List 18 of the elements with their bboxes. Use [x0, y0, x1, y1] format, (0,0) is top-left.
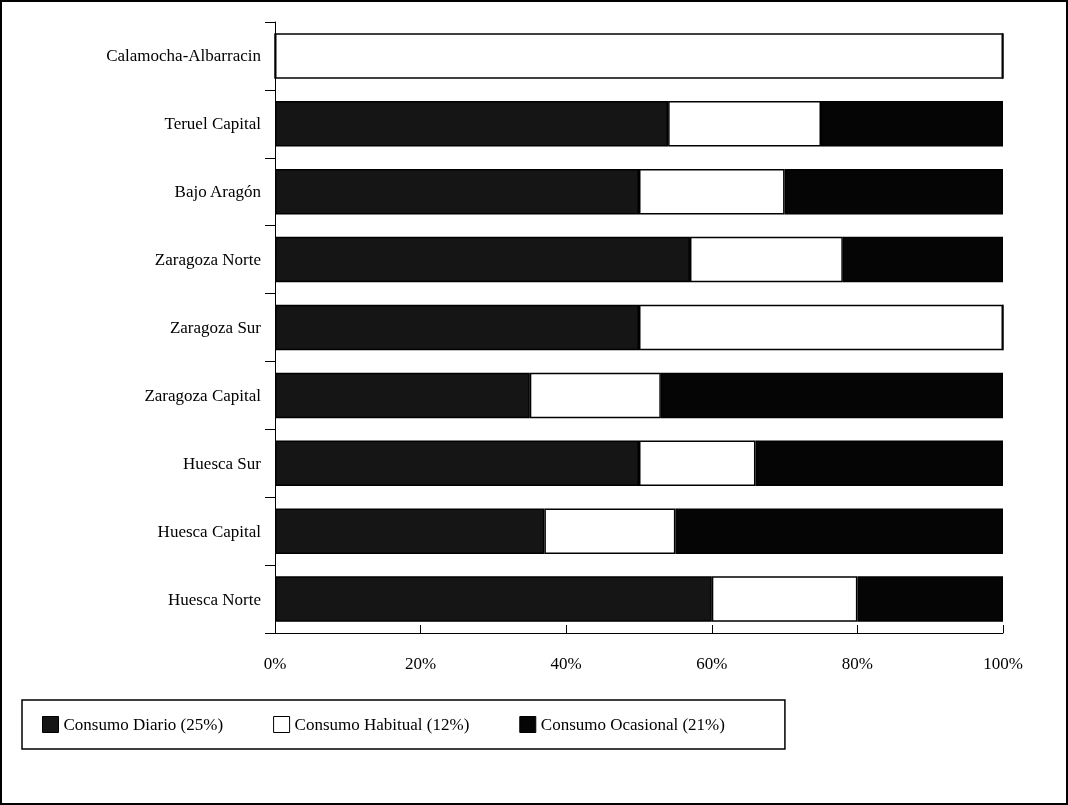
x-tick-label: 0% [263, 654, 287, 673]
x-tick-label: 40% [550, 654, 582, 673]
y-tick-label: Huesca Sur [183, 453, 262, 473]
y-tick-label: Teruel Capital [164, 114, 262, 134]
legend-label: Consumo Habitual (12%) [294, 715, 470, 734]
x-tick-label: 60% [696, 654, 728, 673]
y-tick-label: Zaragoza Sur [169, 318, 262, 337]
y-tick-label: Huesca Capital [157, 521, 262, 541]
x-tick-label: 100% [983, 654, 1023, 673]
x-tick-label: 20% [405, 654, 437, 673]
y-tick-label: Zaragoza Norte [154, 250, 261, 270]
y-tick-label: Bajo Aragón [174, 182, 262, 202]
legend-label: Consumo Diario (25%) [63, 715, 224, 734]
y-tick-label: Zaragoza Capital [144, 385, 262, 405]
y-tick-label: Calamocha-Albarracin [106, 46, 262, 66]
y-tick-label: Huesca Norte [168, 589, 261, 609]
legend-label: Consumo Ocasional (21%) [540, 715, 725, 734]
x-tick-label: 80% [841, 654, 873, 673]
